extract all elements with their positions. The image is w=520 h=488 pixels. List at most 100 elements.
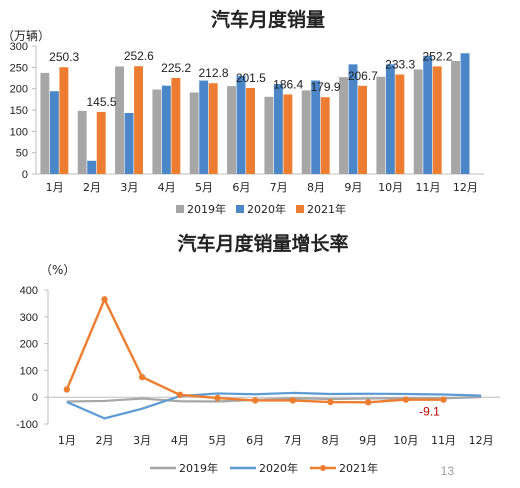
x-tick-label: 6月 xyxy=(246,434,264,447)
bar-2019-11 xyxy=(413,69,423,174)
x-tick-label: 6月 xyxy=(232,181,250,194)
x-tick-label: 11月 xyxy=(416,181,441,194)
point-2021 xyxy=(364,399,372,406)
bar-2019-4 xyxy=(152,89,162,174)
data-label: 250.3 xyxy=(49,50,79,64)
bar-2020-8 xyxy=(311,80,321,174)
legend-label: 2020年 xyxy=(247,202,286,216)
bar-2019-7 xyxy=(264,96,274,174)
bar-2021-8 xyxy=(320,97,330,174)
legend-swatch xyxy=(176,205,184,213)
x-tick-label: 11月 xyxy=(431,434,456,447)
point-2021 xyxy=(214,394,221,402)
point-2021 xyxy=(63,386,71,393)
series-line-2019 xyxy=(66,396,482,403)
bar-2020-2 xyxy=(87,160,97,174)
bar-2020-4 xyxy=(161,85,171,174)
x-tick-label: 12月 xyxy=(453,181,478,194)
bar-2019-5 xyxy=(189,92,199,174)
y-tick-label: -100 xyxy=(16,419,38,431)
bar-2020-7 xyxy=(273,83,283,174)
data-label: 212.8 xyxy=(198,66,228,80)
legend-label: 2019年 xyxy=(187,202,226,216)
y-tick-label: 200 xyxy=(20,339,38,351)
data-label: 179.9 xyxy=(310,80,340,94)
bar-2019-10 xyxy=(376,76,386,174)
bar-2021-9 xyxy=(358,85,367,174)
bar-2021-7 xyxy=(283,94,293,174)
bar-2020-1 xyxy=(49,91,59,174)
x-tick-label: 8月 xyxy=(307,181,325,194)
data-label: 145.5 xyxy=(86,95,116,109)
bar-chart-title: 汽车月度销量 xyxy=(211,8,325,31)
legend-label: 2020年 xyxy=(259,461,298,475)
x-tick-label: 5月 xyxy=(209,434,227,447)
legend-label: 2021年 xyxy=(307,202,346,216)
legend-label: 2021年 xyxy=(339,461,378,475)
x-tick-label: 4月 xyxy=(158,181,176,194)
bar-2021-4 xyxy=(171,77,181,174)
bar-2020-10 xyxy=(385,64,395,174)
line-chart-y-unit: （%） xyxy=(40,263,75,277)
monthly-sales-bar-chart: 汽车月度销量 （万辆） 0 50 100 150 200 250 300 1月 2月 3月 4月 5月… xyxy=(2,8,484,216)
bar-2021-6 xyxy=(246,88,255,174)
bar-2020-12 xyxy=(460,53,470,174)
legend-swatch xyxy=(236,205,244,213)
bar-2020-3 xyxy=(124,112,134,174)
x-tick-label: 2月 xyxy=(96,434,114,447)
point-2021 xyxy=(402,396,410,403)
y-tick-label: 300 xyxy=(10,41,28,53)
y-tick-label: 100 xyxy=(10,126,28,138)
x-tick-label: 4月 xyxy=(171,434,189,447)
bar-2019-12 xyxy=(451,60,460,174)
x-tick-label: 8月 xyxy=(322,434,340,447)
point-2021 xyxy=(138,373,146,381)
y-tick-label: 300 xyxy=(20,312,38,324)
x-tick-label: 1月 xyxy=(58,434,76,447)
legend-label: 2019年 xyxy=(179,461,218,475)
end-value-label: -9.1 xyxy=(419,405,440,419)
data-label: 252.6 xyxy=(124,49,154,63)
x-tick-label: 9月 xyxy=(344,181,362,194)
x-tick-label: 5月 xyxy=(195,181,213,194)
bar-2020-9 xyxy=(348,64,358,174)
x-tick-label: 2月 xyxy=(83,181,101,194)
bar-2021-10 xyxy=(395,74,405,174)
bar-2021-5 xyxy=(208,83,218,174)
data-label: 186.4 xyxy=(273,77,303,91)
bar-2019-6 xyxy=(227,86,236,174)
bar-2021-1 xyxy=(59,67,69,174)
y-tick-label: 250 xyxy=(10,62,28,74)
data-label: 252.2 xyxy=(422,49,452,63)
point-2021 xyxy=(440,396,447,403)
x-tick-label: 1月 xyxy=(46,181,64,194)
series-line-2021 xyxy=(65,298,444,404)
x-tick-label: 10月 xyxy=(378,181,403,194)
x-tick-label: 12月 xyxy=(469,434,494,447)
data-label: 225.2 xyxy=(161,61,191,75)
y-tick-label: 50 xyxy=(16,148,28,160)
y-tick-label: 100 xyxy=(20,365,38,377)
y-tick-label: 150 xyxy=(10,105,28,117)
y-tick-label: 400 xyxy=(20,285,38,297)
bar-2021-3 xyxy=(134,66,143,174)
bar-2020-5 xyxy=(199,80,209,174)
x-tick-label: 9月 xyxy=(359,434,377,447)
x-tick-label: 7月 xyxy=(284,434,302,447)
bar-2021-11 xyxy=(432,66,442,174)
point-2021 xyxy=(176,391,184,398)
data-label: 206.7 xyxy=(348,69,378,83)
x-tick-label: 3月 xyxy=(120,181,138,194)
point-2021 xyxy=(251,397,259,404)
x-tick-label: 3月 xyxy=(133,434,151,447)
bar-2019-3 xyxy=(115,66,124,174)
y-tick-label: 0 xyxy=(22,169,28,181)
bar-2021-2 xyxy=(96,111,106,174)
series-line-2020 xyxy=(66,391,482,420)
point-2021 xyxy=(101,296,108,303)
legend-marker xyxy=(320,465,326,471)
page-number: 13 xyxy=(440,464,454,478)
data-label: 201.5 xyxy=(236,71,266,85)
bar-2019-8 xyxy=(301,90,311,174)
x-tick-label: 7月 xyxy=(270,181,288,194)
